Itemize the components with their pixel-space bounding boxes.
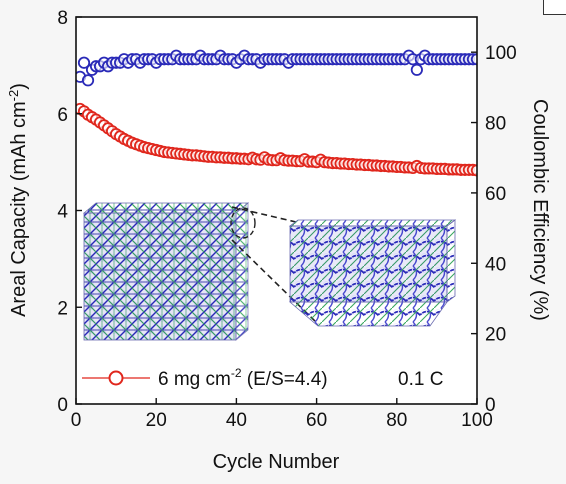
inset-block-left [82, 202, 250, 341]
series-areal-capacity [76, 102, 477, 177]
efficiency-point [410, 63, 423, 76]
right-y-tick-label: 40 [485, 254, 506, 275]
left-y-tick-label: 0 [57, 395, 68, 416]
legend-label-sup: -2 [231, 366, 242, 380]
x-tick-label: 0 [71, 410, 82, 431]
left-y-tick-label: 4 [57, 202, 68, 223]
right-y-axis-title: Coulombic Efficiency (%) [529, 99, 551, 321]
left-y-axis-ticks: 0 2 4 6 8 [57, 8, 82, 416]
x-tick-label: 40 [226, 410, 247, 431]
left-y-axis-title-sup: -2 [6, 90, 21, 102]
right-y-axis-ticks: 0 20 40 60 80 100 [471, 43, 517, 416]
x-axis-title: Cycle Number [213, 451, 340, 473]
series-coulombic-efficiency [76, 49, 477, 87]
x-tick-label: 60 [306, 410, 327, 431]
right-y-tick-label: 0 [485, 395, 496, 416]
right-y-tick-label: 60 [485, 184, 506, 205]
right-y-tick-label: 100 [485, 43, 517, 64]
x-tick-label: 80 [386, 410, 407, 431]
x-axis-ticks: 0 20 40 60 80 100 [71, 398, 493, 431]
legend-label-tail: (E/S=4.4) [242, 369, 328, 390]
corner-widget [543, 0, 566, 15]
legend-marker [108, 370, 124, 386]
efficiency-point [77, 56, 91, 69]
left-y-axis-title-main: Areal Capacity (mAh cm [8, 101, 30, 317]
x-tick-label: 100 [461, 410, 493, 431]
legend-label-main: 6 mg cm [158, 369, 231, 390]
left-y-axis-title: Areal Capacity (mAh cm-2) [6, 83, 30, 317]
rate-label: 0.1 C [398, 369, 443, 390]
legend-label: 6 mg cm-2 (E/S=4.4) [158, 366, 328, 390]
inset-illustration [82, 202, 457, 341]
left-y-tick-label: 6 [57, 105, 68, 126]
right-y-tick-label: 20 [485, 325, 506, 346]
right-y-tick-label: 80 [485, 114, 506, 135]
x-tick-label: 20 [146, 410, 167, 431]
left-y-tick-label: 2 [57, 298, 68, 319]
legend: 6 mg cm-2 (E/S=4.4) 0.1 C [82, 366, 443, 390]
left-y-axis-title-tail: ) [8, 83, 30, 90]
left-y-tick-label: 8 [57, 8, 68, 29]
inset-block-right [288, 219, 457, 327]
efficiency-point [81, 74, 95, 87]
